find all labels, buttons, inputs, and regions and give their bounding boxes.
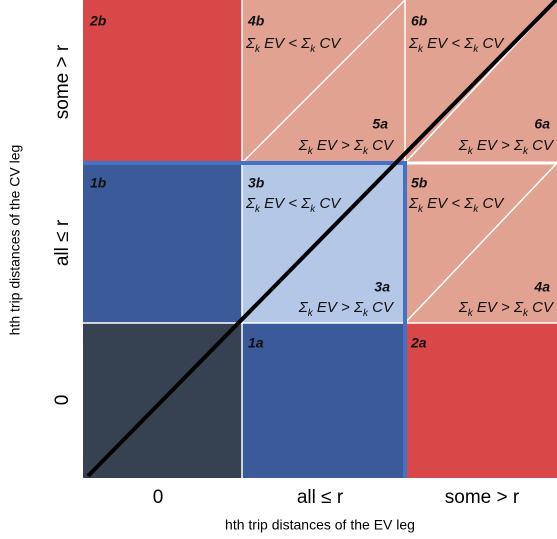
region-label: 4a (533, 279, 550, 295)
formula-part: CV (528, 299, 555, 316)
highlight-border (83, 161, 407, 478)
region-label: 1a (248, 335, 264, 351)
x-label: some > r (445, 487, 520, 508)
cell (83, 163, 242, 323)
formula-part: Σ (245, 35, 256, 52)
formula-part: Σ (463, 195, 474, 212)
formula-part: Σ (408, 35, 419, 52)
region-label: 2b (89, 13, 107, 29)
formula-part: EV > (473, 137, 514, 154)
formula-part: CV (478, 195, 505, 212)
formula-part: CV (478, 35, 505, 52)
formula-part: EV > (313, 299, 354, 316)
formula-part: EV < (423, 195, 464, 212)
diagonal (86, 0, 557, 478)
subscript: k (523, 308, 529, 319)
subscript: k (255, 204, 261, 215)
region-label: 2a (410, 335, 427, 351)
subscript: k (310, 44, 316, 55)
y-title: hth trip distances of the CV leg (7, 145, 23, 336)
formula: Σk EV < Σk CV (408, 195, 505, 215)
formula-part: CV (368, 137, 395, 154)
subscript: k (363, 146, 369, 157)
subscript: k (418, 44, 424, 55)
formula: Σk EV > Σk CV (458, 299, 555, 319)
subscript: k (523, 146, 529, 157)
regions: 2b 4b Σk EV < Σk CV 5a Σk EV > Σk CV 6b Σk EV … (89, 13, 555, 351)
subscript: k (418, 204, 424, 215)
subscript: k (308, 308, 314, 319)
subscript: k (468, 146, 474, 157)
x-label: 0 (153, 487, 164, 508)
formula-part: Σ (353, 299, 364, 316)
formula-part: Σ (458, 299, 469, 316)
formula-part: Σ (458, 137, 469, 154)
cell (83, 0, 242, 163)
subscript: k (308, 146, 314, 157)
formula-part: EV < (423, 35, 464, 52)
region-label: 5b (411, 175, 428, 191)
formula-part: Σ (513, 299, 524, 316)
formula-part: Σ (300, 35, 311, 52)
formula-part: CV (315, 195, 342, 212)
formula: Σk EV < Σk CV (408, 35, 505, 55)
cell (405, 323, 557, 478)
subscript: k (473, 44, 479, 55)
formula-part: Σ (408, 195, 419, 212)
formula-part: EV > (313, 137, 354, 154)
formula-part: Σ (298, 299, 309, 316)
subscript: k (473, 204, 479, 215)
subscript: k (468, 308, 474, 319)
subscript: k (363, 308, 369, 319)
region-label: 4b (247, 13, 265, 29)
formula-part: CV (368, 299, 395, 316)
formula-part: Σ (513, 137, 524, 154)
cell (242, 323, 405, 478)
region-label: 1b (90, 175, 107, 191)
formula: Σk EV < Σk CV (245, 195, 342, 215)
formula-part: CV (528, 137, 555, 154)
region-label: 3a (374, 279, 390, 295)
formula: Σk EV > Σk CV (298, 137, 395, 157)
cell (242, 163, 405, 323)
formula-part: CV (315, 35, 342, 52)
region-label: 5a (372, 116, 388, 132)
formula-part: EV < (260, 35, 301, 52)
region-label: 3b (248, 175, 265, 191)
formula-part: Σ (298, 137, 309, 154)
formula-part: Σ (245, 195, 256, 212)
y-label: all ≤ r (52, 219, 73, 266)
formula: Σk EV < Σk CV (245, 35, 342, 55)
formula-part: Σ (353, 137, 364, 154)
formula-part: Σ (300, 195, 311, 212)
y-label: some > r (52, 44, 73, 119)
subscript: k (310, 204, 316, 215)
region-label: 6b (411, 13, 428, 29)
y-label: 0 (52, 395, 73, 406)
formula-part: EV < (260, 195, 301, 212)
subscript: k (255, 44, 261, 55)
formula-part: EV > (473, 299, 514, 316)
region-label: 6a (534, 116, 550, 132)
formula: Σk EV > Σk CV (458, 137, 555, 157)
formula-part: Σ (463, 35, 474, 52)
formula: Σk EV > Σk CV (298, 299, 395, 319)
x-title: hth trip distances of the EV leg (225, 517, 415, 533)
x-label: all ≤ r (297, 487, 344, 508)
